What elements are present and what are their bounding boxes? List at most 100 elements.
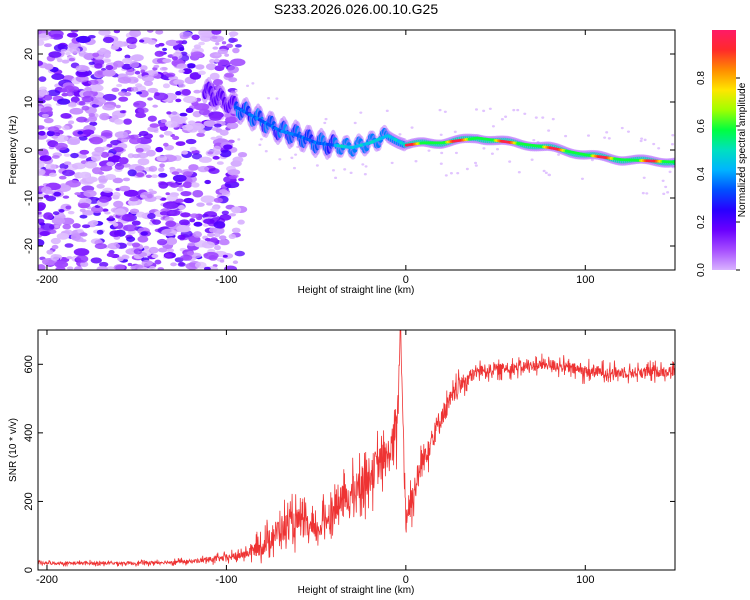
noise-blob [551, 117, 555, 121]
noise-blob [234, 250, 245, 257]
noise-blob [48, 30, 64, 38]
noise-blob [197, 165, 210, 173]
noise-blob [181, 124, 194, 131]
noise-blob [38, 168, 46, 176]
noise-blob [92, 52, 100, 58]
noise-blob [98, 261, 109, 268]
noise-blob [41, 113, 50, 118]
noise-blob [172, 135, 180, 141]
noise-blob [182, 181, 193, 189]
noise-blob [57, 212, 65, 216]
noise-blob [38, 76, 47, 82]
noise-blob [200, 195, 216, 203]
noise-blob [60, 112, 72, 119]
noise-blob [195, 64, 205, 70]
noise-blob [530, 158, 534, 161]
noise-blob [657, 147, 661, 150]
noise-blob [123, 224, 138, 232]
noise-blob [212, 46, 219, 50]
noise-blob [67, 102, 77, 108]
noise-blob [154, 259, 162, 265]
noise-blob [224, 265, 238, 270]
noise-blob [38, 213, 43, 218]
noise-blob [203, 218, 215, 225]
noise-blob [178, 83, 186, 88]
noise-blob [84, 87, 92, 92]
noise-blob [228, 233, 236, 240]
noise-blob [532, 138, 536, 142]
noise-blob [158, 123, 166, 128]
noise-blob [100, 151, 110, 158]
noise-blob [147, 115, 157, 122]
noise-blob [87, 34, 96, 39]
noise-blob [228, 174, 238, 180]
noise-blob [53, 132, 61, 137]
noise-blob [186, 63, 196, 69]
noise-blob [209, 114, 222, 121]
noise-blob [194, 103, 210, 111]
noise-blob [75, 64, 89, 73]
noise-blob [117, 76, 132, 84]
noise-blob [226, 122, 239, 130]
noise-blob [129, 196, 139, 202]
x-tick-label: 0 [403, 574, 409, 586]
noise-blob [214, 150, 222, 155]
noise-blob [72, 223, 81, 229]
noise-blob [81, 105, 90, 111]
noise-blob [91, 150, 103, 157]
noise-blob [50, 237, 61, 245]
noise-blob [237, 138, 241, 141]
noise-blob [150, 219, 157, 223]
noise-blob [194, 261, 207, 269]
spectrogram-x-ticks: -200 -100 0 100 [36, 30, 594, 286]
noise-blob [171, 56, 178, 61]
noise-blob [165, 72, 176, 78]
noise-blob [70, 96, 80, 104]
noise-blob [88, 113, 96, 117]
noise-blob [178, 116, 188, 122]
noise-blob [78, 202, 90, 209]
noise-blob [118, 96, 129, 102]
noise-blob [159, 163, 165, 168]
noise-blob [364, 165, 368, 168]
noise-blob [652, 142, 656, 146]
noise-blob [147, 87, 159, 93]
noise-blob [51, 244, 59, 250]
noise-blob [231, 227, 241, 233]
noise-blob [181, 89, 191, 96]
noise-blob [427, 149, 431, 152]
noise-blob [216, 135, 223, 139]
noise-blob [237, 177, 245, 182]
noise-blob [151, 254, 159, 259]
noise-blob [43, 94, 53, 101]
noise-blob [474, 108, 478, 111]
noise-blob [226, 43, 234, 49]
noise-blob [211, 205, 219, 210]
noise-blob [193, 44, 202, 49]
noise-blob [135, 172, 145, 178]
noise-blob [39, 86, 47, 91]
noise-blob [114, 118, 124, 125]
noise-blob [135, 147, 144, 153]
noise-blob [98, 171, 105, 175]
noise-blob [112, 177, 124, 184]
noise-blob [193, 89, 201, 94]
noise-blob [516, 108, 520, 112]
noise-blob [191, 182, 200, 188]
noise-blob [79, 214, 88, 219]
noise-blob [44, 63, 54, 70]
noise-blob [136, 91, 143, 95]
noise-blob [92, 58, 105, 66]
noise-blob [232, 156, 244, 164]
noise-blob [641, 191, 645, 195]
noise-blob [517, 170, 521, 174]
noise-blob [181, 68, 193, 75]
noise-blob [192, 231, 202, 238]
noise-blob [162, 58, 172, 63]
noise-blob [102, 187, 113, 193]
noise-blob [119, 185, 131, 192]
x-tick-label: -100 [215, 574, 237, 586]
noise-blob [198, 32, 211, 39]
noise-blob [140, 194, 146, 198]
